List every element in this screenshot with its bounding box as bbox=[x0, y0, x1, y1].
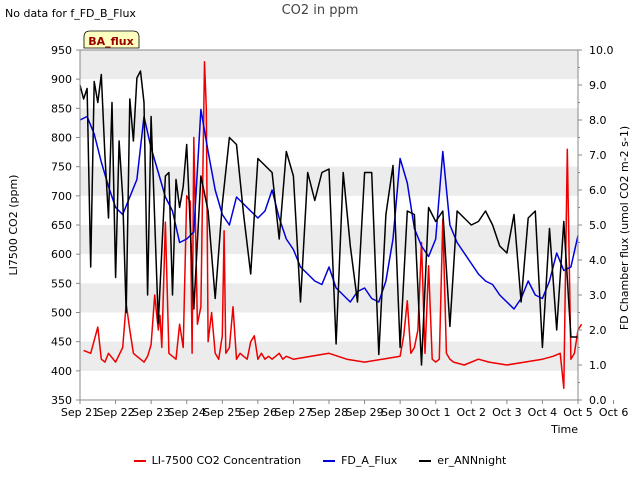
axes-group: 350 400 450 500 550 600 650 700 750 800 850 900 950 0… bbox=[51, 44, 628, 419]
y-tick-label: 900 bbox=[51, 73, 72, 86]
y-tick-label: 400 bbox=[51, 365, 72, 378]
legend-swatch-red bbox=[133, 459, 146, 462]
y-tick-label: 450 bbox=[51, 336, 72, 349]
y-tick-label: 850 bbox=[51, 102, 72, 115]
y2-tick-label: 1.0 bbox=[589, 359, 607, 372]
y-tick-label: 600 bbox=[51, 248, 72, 261]
series-line-1 bbox=[79, 108, 579, 310]
x-tick-label: Oct 2 bbox=[457, 406, 487, 419]
legend-label: FD_A_Flux bbox=[341, 454, 398, 467]
y2-tick-label: 10.0 bbox=[589, 44, 614, 57]
y-tick-label: 950 bbox=[51, 44, 72, 57]
y2-tick-label: 0.0 bbox=[589, 394, 607, 407]
y2-tick-label: 4.0 bbox=[589, 254, 607, 267]
y-tick-label: 750 bbox=[51, 161, 72, 174]
x-tick-label: Oct 6 bbox=[599, 406, 629, 419]
y2-tick-label: 3.0 bbox=[589, 289, 607, 302]
x-tick-label: Sep 21 bbox=[61, 406, 99, 419]
x-tick-label: Oct 4 bbox=[528, 406, 558, 419]
y2-tick-label: 2.0 bbox=[589, 324, 607, 337]
legend-label: LI-7500 CO2 Concentration bbox=[151, 454, 302, 467]
y-tick-label: 350 bbox=[51, 394, 72, 407]
y-tick-label: 550 bbox=[51, 277, 72, 290]
x-tick-label: Oct 1 bbox=[421, 406, 451, 419]
chart-title: CO2 in ppm bbox=[281, 3, 359, 18]
no-data-message: No data for f_FD_B_Flux bbox=[5, 7, 136, 20]
legend-item-er-annnight: er_ANNnight bbox=[419, 454, 506, 467]
y-tick-label: 500 bbox=[51, 307, 72, 320]
series-line-2 bbox=[79, 70, 578, 366]
y2-axis-label: FD Chamber flux (umol CO2 m-2 s-1) bbox=[618, 126, 631, 330]
y-axis-label: LI7500 CO2 (ppm) bbox=[7, 175, 20, 276]
y2-tick-label: 8.0 bbox=[589, 114, 607, 127]
x-tick-label: Oct 5 bbox=[563, 406, 593, 419]
y2-tick-label: 7.0 bbox=[589, 149, 607, 162]
grid-band bbox=[80, 108, 578, 138]
badge-label: BA_flux bbox=[88, 35, 133, 48]
legend-swatch-blue bbox=[323, 459, 336, 462]
x-tick-label: Sep 23 bbox=[132, 406, 170, 419]
legend-item-li7500: LI-7500 CO2 Concentration bbox=[133, 454, 302, 467]
legend-swatch-black bbox=[419, 459, 432, 462]
y2-tick-label: 6.0 bbox=[589, 184, 607, 197]
y-tick-label: 650 bbox=[51, 219, 72, 232]
x-tick-label: Sep 29 bbox=[345, 406, 383, 419]
x-tick-label: Sep 30 bbox=[381, 406, 419, 419]
legend-item-fd-a-flux: FD_A_Flux bbox=[323, 454, 397, 467]
x-tick-label: Sep 25 bbox=[203, 406, 241, 419]
x-tick-label: Sep 28 bbox=[310, 406, 348, 419]
legend: LI-7500 CO2 Concentration FD_A_Flux er_A… bbox=[0, 454, 640, 467]
ba-flux-badge: BA_flux bbox=[83, 30, 140, 49]
grid-band bbox=[80, 341, 578, 371]
legend-label: er_ANNnight bbox=[437, 454, 507, 467]
grid-band bbox=[80, 50, 578, 80]
y2-tick-label: 9.0 bbox=[589, 79, 607, 92]
y-tick-label: 800 bbox=[51, 132, 72, 145]
x-tick-label: Sep 26 bbox=[239, 406, 277, 419]
x-tick-label: Sep 22 bbox=[96, 406, 134, 419]
x-tick-label: Sep 24 bbox=[168, 406, 206, 419]
x-axis-label: Time bbox=[550, 423, 578, 436]
x-tick-label: Sep 27 bbox=[274, 406, 312, 419]
x-tick-label: Oct 3 bbox=[492, 406, 522, 419]
series-group bbox=[79, 60, 583, 390]
y2-tick-label: 5.0 bbox=[589, 219, 607, 232]
series-line-0 bbox=[83, 60, 583, 390]
y-tick-label: 700 bbox=[51, 190, 72, 203]
